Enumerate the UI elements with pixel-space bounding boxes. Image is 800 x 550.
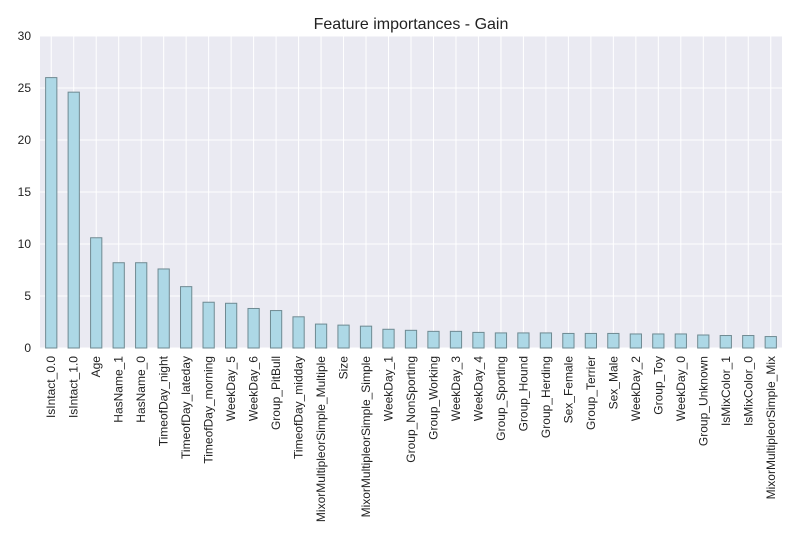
x-tick-label: TimeofDay_morning: [202, 356, 216, 464]
y-tick-label: 20: [18, 133, 32, 147]
x-tick-label: TimeofDay_lateday: [179, 356, 193, 459]
x-tick-label: Group_Hound: [516, 356, 530, 431]
x-tick-label: WeekDay_6: [247, 356, 261, 421]
x-tick-label: WeekDay_1: [382, 356, 396, 421]
bar-HasName_1: [112, 262, 125, 349]
bar-HasName_0: [135, 262, 148, 349]
x-tick-label: IsMixColor_1: [719, 356, 733, 426]
bar-WeekDay_6: [247, 307, 260, 349]
x-tick-label: Sex_Male: [606, 356, 620, 410]
x-tick-label: HasName_1: [112, 356, 126, 423]
x-tick-label: WeekDay_3: [449, 356, 463, 421]
bar-IsMixColor_0: [742, 335, 755, 349]
bar-Group_NonSporting: [404, 329, 418, 349]
bar-WeekDay_2: [629, 333, 642, 349]
bar-TimeofDay_lateday: [180, 286, 193, 349]
y-axis-ticks: 0 5 10 15 20 25 30: [18, 29, 32, 355]
x-tick-label: MixorMultipleorSimple_Simple: [359, 356, 373, 518]
bar-Group_Unknown: [697, 334, 710, 349]
x-tick-label: TimeofDay_night: [157, 355, 171, 446]
x-tick-label: IsIntact_1.0: [67, 356, 81, 418]
bar-MixorMultipleorSimple_Mix: [764, 336, 777, 349]
x-tick-label: MixorMultipleorSimple_Multiple: [314, 356, 328, 522]
x-tick-label: TimeofDay_midday: [292, 356, 306, 459]
bar-Age: [90, 237, 103, 349]
bar-WeekDay_4: [472, 331, 485, 349]
bar-Group_Toy: [652, 333, 665, 349]
x-tick-label: IsMixColor_0: [741, 356, 755, 426]
bar-IsIntact_0.0: [45, 77, 58, 349]
x-tick-label: Group_PitBull: [269, 356, 283, 430]
bar-IsMixColor_1: [719, 335, 732, 349]
x-tick-label: WeekDay_0: [674, 356, 688, 421]
x-tick-label: WeekDay_5: [224, 356, 238, 421]
bar-IsIntact_1.0: [67, 91, 80, 349]
bar-WeekDay_0: [674, 333, 687, 349]
y-tick-label: 5: [24, 289, 31, 303]
x-tick-label: WeekDay_4: [471, 356, 485, 421]
y-tick-label: 0: [24, 341, 31, 355]
bars: [45, 77, 777, 349]
y-tick-label: 25: [18, 81, 32, 95]
bar-Group_PitBull: [269, 310, 283, 349]
bar-Group_Hound: [517, 332, 530, 349]
x-tick-label: MixorMultipleorSimple_Mix: [764, 356, 778, 499]
bar-WeekDay_1: [382, 328, 395, 349]
bar-Group_Herding: [539, 332, 553, 349]
bar-WeekDay_5: [225, 302, 238, 349]
bar-MixorMultipleorSimple_Simple: [359, 325, 373, 349]
x-tick-label: Size: [337, 356, 351, 380]
x-tick-label: Group_Working: [426, 356, 440, 440]
bar-Group_Working: [427, 330, 440, 349]
x-tick-label: Group_Herding: [539, 356, 553, 438]
bar-Group_Sporting: [494, 332, 508, 349]
bar-TimeofDay_morning: [202, 301, 215, 349]
x-axis-ticks: IsIntact_0.0 IsIntact_1.0 Age HasName_1 HasN…: [44, 355, 778, 522]
bar-MixorMultipleorSimple_Multiple: [314, 323, 328, 349]
y-tick-label: 30: [18, 29, 32, 43]
bar-TimeofDay_midday: [292, 316, 305, 349]
chart-title: Feature importances - Gain: [314, 16, 509, 33]
bar-WeekDay_3: [449, 330, 463, 349]
x-tick-label: Group_NonSporting: [404, 356, 418, 463]
x-tick-label: Group_Toy: [651, 356, 665, 415]
x-tick-label: Group_Unknown: [696, 356, 710, 446]
bar-Size: [337, 324, 350, 349]
bar-TimeofDay_night: [157, 268, 170, 349]
x-tick-label: Group_Sporting: [494, 356, 508, 441]
bar-Group_Terrier: [584, 332, 597, 349]
x-tick-label: WeekDay_2: [629, 356, 643, 421]
y-tick-label: 10: [18, 237, 32, 251]
x-tick-label: IsIntact_0.0: [44, 356, 58, 418]
x-tick-label: Sex_Female: [561, 356, 575, 424]
bar-Sex_Male: [607, 332, 620, 349]
y-tick-label: 15: [18, 185, 32, 199]
x-tick-label: Group_Terrier: [584, 356, 598, 430]
x-tick-label: Age: [89, 356, 103, 378]
x-tick-label: HasName_0: [134, 356, 148, 423]
bar-Sex_Female: [562, 332, 575, 349]
